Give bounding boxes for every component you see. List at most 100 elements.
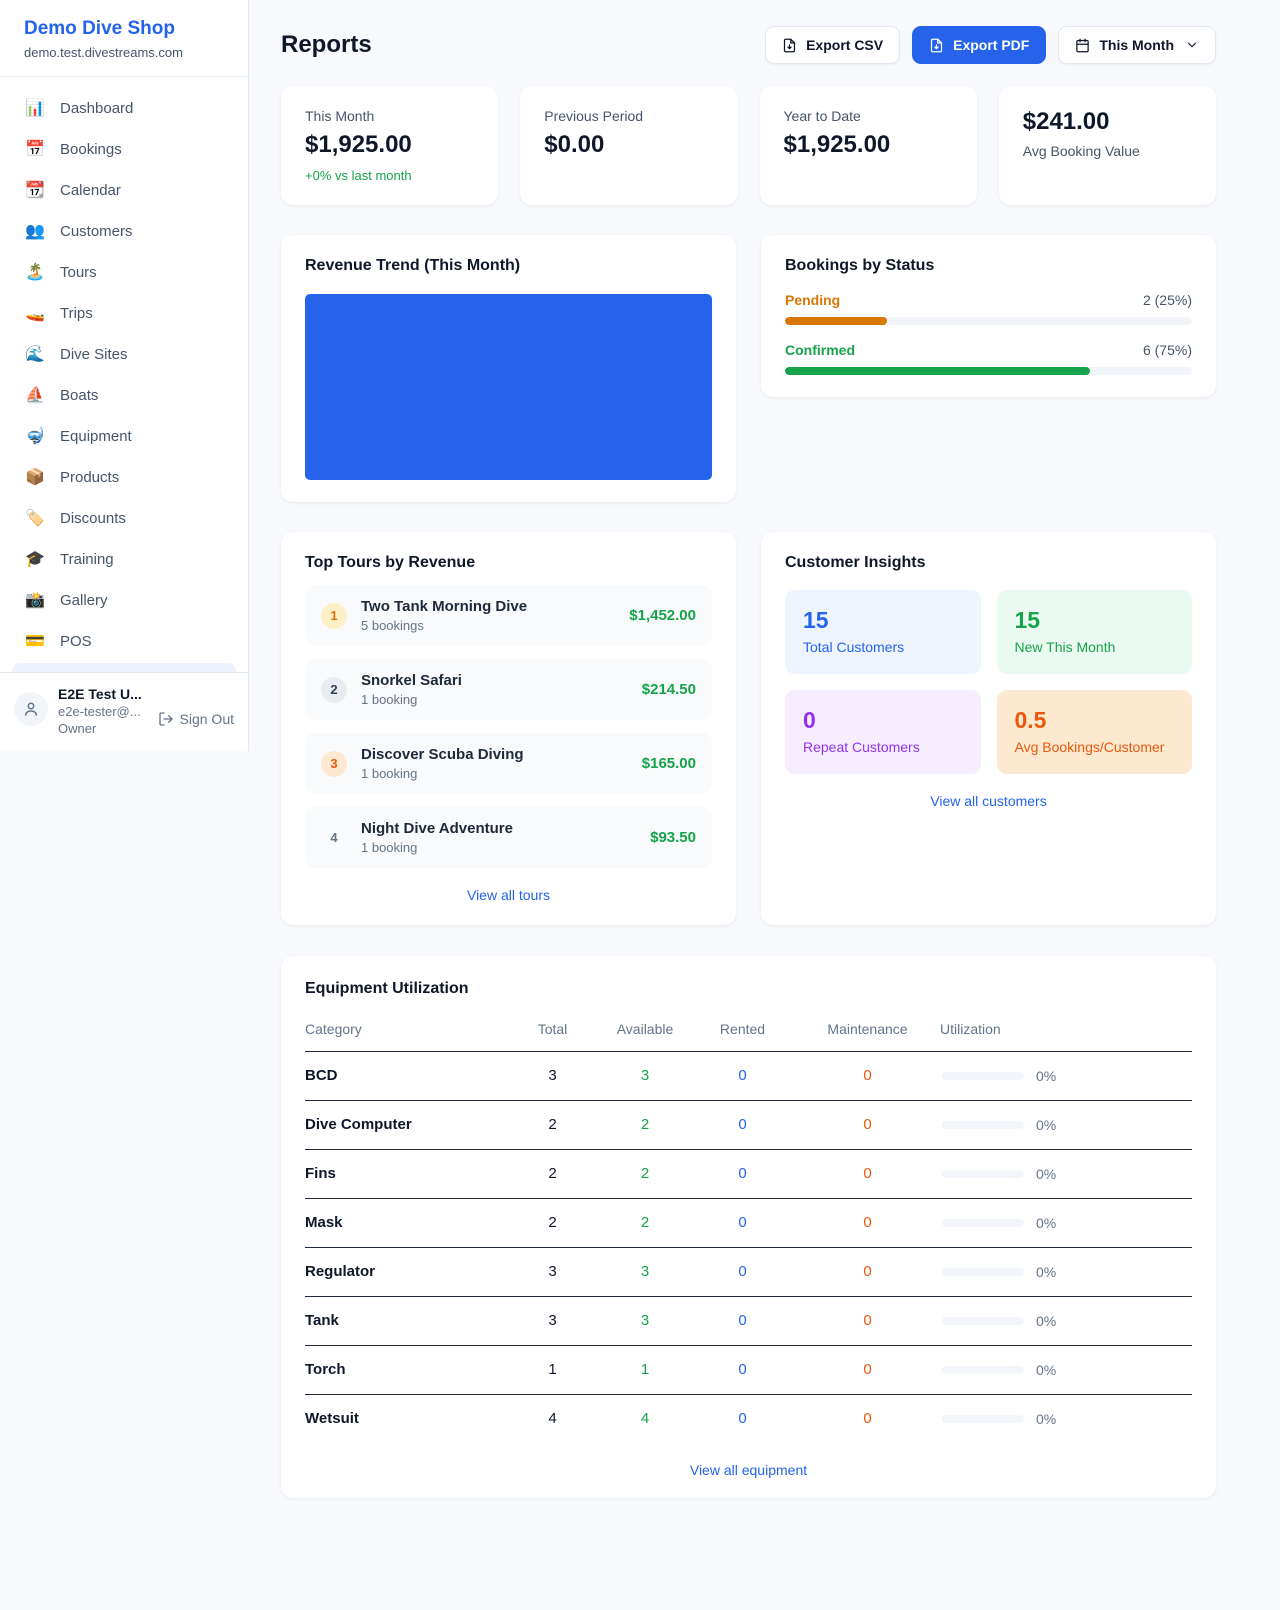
stat-label: Avg Booking Value [1022,143,1140,159]
cell-total: 3 [505,1296,600,1346]
sidebar-item-label: Gallery [60,591,108,609]
view-all-customers-link[interactable]: View all customers [930,793,1047,809]
rank-badge: 2 [321,676,347,703]
utilization-bar [942,1120,1024,1129]
top-tours-card: Top Tours by Revenue 1 Two Tank Morning … [281,532,736,925]
equipment-utilization-card: Equipment Utilization Category Total Ava… [281,956,1216,1498]
stat-card-this-month: This Month $1,925.00 +0% vs last month [281,86,499,205]
equipment-utilization-title: Equipment Utilization [305,980,469,997]
sidebar-item-tours[interactable]: 🏝️ Tours [12,252,236,292]
page-title: Reports [281,31,372,58]
sidebar-item-training[interactable]: 🎓 Training [12,539,236,579]
tour-revenue: $93.50 [650,829,696,846]
cell-category: Wetsuit [305,1410,359,1427]
cell-rented: 0 [738,1410,747,1427]
cell-available: 1 [600,1345,690,1395]
sidebar-item-discounts[interactable]: 🏷️ Discounts [12,498,236,538]
sidebar-item-label: Customers [60,222,133,240]
utilization-percent: 0% [1036,1214,1057,1231]
tour-bookings: 1 booking [361,692,418,707]
table-row: Fins 2 2 0 0 0% [305,1149,1192,1199]
page-header: Reports Export CSV Export PDF This Month [281,26,1216,64]
rank-badge: 3 [321,750,347,777]
view-all-equipment-link[interactable]: View all equipment [689,1462,808,1478]
status-count: 2 (25%) [1142,292,1192,308]
utilization-cell: 0% [940,1068,1192,1084]
utilization-percent: 0% [1036,1263,1057,1280]
utilization-percent: 0% [1036,1165,1057,1182]
cell-category: Fins [305,1149,505,1199]
view-all-tours-link[interactable]: View all tours [466,887,550,903]
top-tours-title: Top Tours by Revenue [305,554,476,571]
cell-rented: 0 [690,1296,795,1346]
col-header-available: Available [600,1011,690,1052]
period-dropdown[interactable]: This Month [1058,26,1216,64]
user-role: Owner [58,721,97,736]
camera-icon: 📸 [25,592,45,609]
sidebar-item-pos[interactable]: 💳 POS [12,621,236,661]
person-icon [25,702,37,716]
col-header-utilization: Utilization [940,1011,1192,1052]
sidebar-item-dashboard[interactable]: 📊 Dashboard [12,88,236,128]
tour-name: Discover Scuba Diving [361,746,524,763]
cell-total: 3 [505,1247,600,1297]
sidebar-item-bookings[interactable]: 📅 Bookings [12,129,236,169]
sidebar-item-reports-active-partial[interactable] [12,663,236,672]
sidebar-item-trips[interactable]: 🚤 Trips [12,293,236,333]
sidebar-item-calendar[interactable]: 📆 Calendar [12,170,236,210]
stat-card-previous-period: Previous Period $0.00 [520,86,738,205]
cell-maintenance: 0 [863,1410,872,1427]
cell-maintenance: 0 [795,1247,940,1297]
cell-rented: 0 [690,1198,795,1248]
sidebar-item-dive-sites[interactable]: 🌊 Dive Sites [12,334,236,374]
utilization-bar [942,1169,1024,1178]
tile-avg-bookings-customer: 0.5 Avg Bookings/Customer [996,690,1192,774]
sidebar-item-label: Calendar [60,181,121,199]
sidebar-item-gallery[interactable]: 📸 Gallery [12,580,236,620]
progress-track [785,317,1192,325]
tile-total-customers: 15 Total Customers [785,590,981,674]
utilization-cell: 0% [940,1313,1192,1329]
cell-category: Torch [305,1345,505,1395]
utilization-bar [942,1365,1024,1374]
stat-value: $1,925.00 [305,131,412,158]
cell-maintenance: 0 [795,1198,940,1248]
utilization-cell: 0% [940,1166,1192,1182]
utilization-percent: 0% [1036,1361,1057,1378]
sidebar-item-boats[interactable]: ⛵ Boats [12,375,236,415]
tour-name: Night Dive Adventure [361,820,513,837]
tear-calendar-icon: 📆 [25,182,45,199]
stats-grid: This Month $1,925.00 +0% vs last month P… [281,86,1216,205]
sign-out-button[interactable]: Sign Out [158,686,234,736]
cell-rented: 0 [690,1345,795,1395]
utilization-bar [942,1414,1024,1423]
utilization-cell: 0% [940,1411,1192,1427]
file-download-icon [783,38,796,52]
export-csv-button[interactable]: Export CSV [765,26,901,64]
user-meta: E2E Test U... e2e-tester@... Owner [58,686,142,736]
sidebar-item-products[interactable]: 📦 Products [12,457,236,497]
revenue-trend-chart [305,294,712,480]
cell-total: 2 [505,1149,600,1199]
user-name: E2E Test U... [58,686,142,702]
cell-rented: 0 [690,1247,795,1297]
tile-repeat-customers: 0 Repeat Customers [785,690,981,774]
row-insights: Top Tours by Revenue 1 Two Tank Morning … [281,532,1216,925]
cell-available: 3 [600,1051,690,1101]
tile-value: 0.5 [1014,707,1047,733]
cell-rented: 0 [690,1100,795,1150]
tile-label: Avg Bookings/Customer [1014,739,1165,755]
status-label: Pending [785,292,841,308]
table-row: Regulator 3 3 0 0 0% [305,1247,1192,1297]
sidebar-item-label: Dashboard [60,99,134,117]
sidebar-item-label: Equipment [60,427,132,445]
utilization-percent: 0% [1036,1312,1057,1329]
stat-delta: +0% vs last month [305,168,412,183]
dive-mask-icon: 🤿 [25,428,45,445]
sidebar-item-equipment[interactable]: 🤿 Equipment [12,416,236,456]
cell-rented: 0 [690,1149,795,1199]
export-pdf-button[interactable]: Export PDF [912,26,1047,64]
stat-label: Year to Date [783,108,861,124]
stat-label: This Month [305,108,375,124]
sidebar-item-customers[interactable]: 👥 Customers [12,211,236,251]
